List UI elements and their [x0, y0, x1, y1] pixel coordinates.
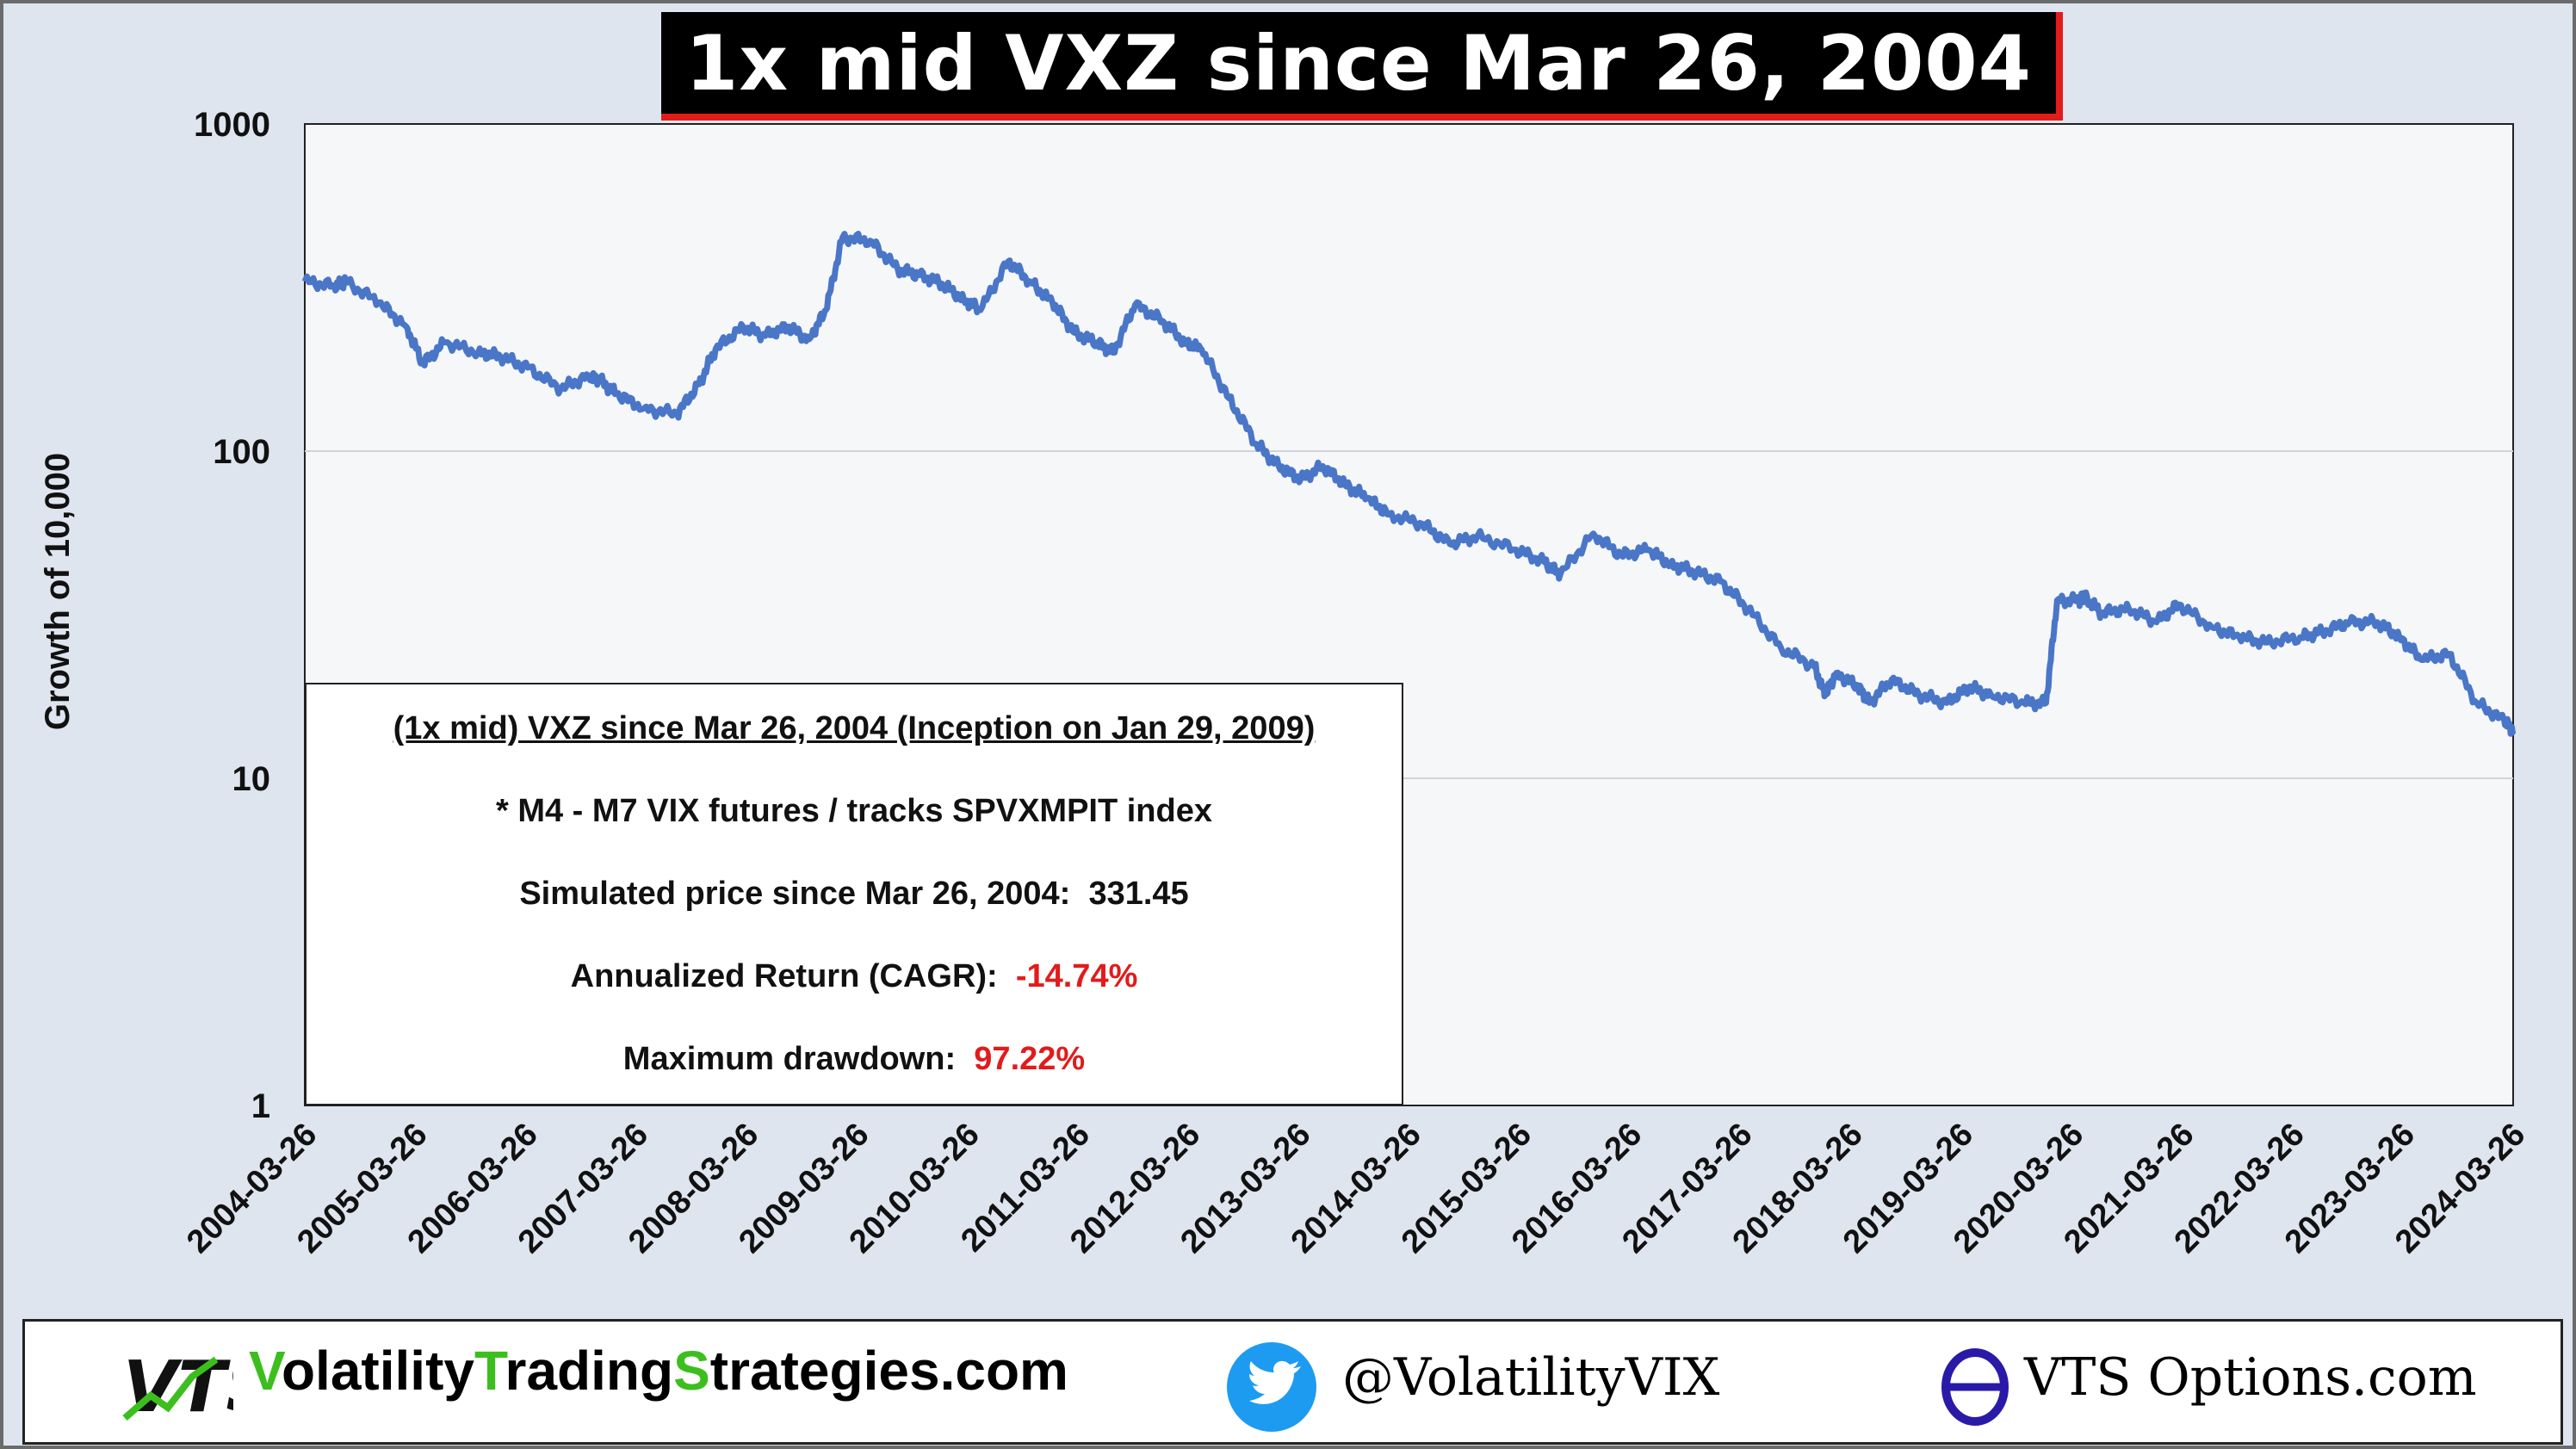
twitter-handle[interactable]: @VolatilityVIX — [1342, 1347, 1720, 1408]
footer-banner: VTS VolatilityTradingStrategies.com @Vol… — [22, 1319, 2563, 1445]
twitter-icon[interactable] — [1225, 1341, 1318, 1434]
options-site-link[interactable]: VTS Options.com — [2024, 1347, 2477, 1408]
y-axis-ticks: 1 10 100 1000 — [194, 106, 270, 1125]
stats-drawdown-label: Maximum drawdown: — [622, 1041, 957, 1077]
y-tick-label: 1 — [251, 1087, 270, 1125]
vts-logo-icon[interactable]: VTS — [121, 1342, 233, 1425]
site-word-olatility: olatility — [281, 1340, 474, 1402]
line-chart: 1 10 100 1000 2004-03-262005-03-262006-03-2… — [39, 106, 2532, 1260]
vts-logo-text: VTS — [123, 1347, 233, 1425]
site-letter-t: T — [474, 1340, 505, 1402]
stats-futures-line: * M4 - M7 VIX futures / tracks SPVXMPIT … — [495, 793, 1212, 829]
chart-title: 1x mid VXZ since Mar 26, 2004 — [685, 18, 2032, 108]
y-tick-label: 100 — [213, 433, 270, 471]
title-banner: 1x mid VXZ since Mar 26, 2004 — [661, 12, 2063, 121]
site-word-trategies: trategies.com — [709, 1340, 1068, 1402]
stats-cagr-label: Annualized Return (CAGR): — [570, 958, 998, 994]
stats-drawdown-value: 97.22% — [974, 1041, 1086, 1077]
site-letter-s: S — [673, 1340, 710, 1402]
stats-price-label: Simulated price since Mar 26, 2004: — [519, 876, 1071, 912]
stats-price-value: 331.45 — [1088, 876, 1189, 912]
stats-cagr-value: -14.74% — [1015, 958, 1138, 994]
y-tick-label: 1000 — [194, 106, 270, 144]
site-letter-v: V — [249, 1340, 282, 1402]
series-line-vxz — [301, 231, 2517, 737]
stats-box: (1x mid) VXZ since Mar 26, 2004 (Incepti… — [305, 683, 1403, 1105]
stats-heading: (1x mid) VXZ since Mar 26, 2004 (Incepti… — [393, 710, 1316, 746]
x-axis-ticks: 2004-03-262005-03-262006-03-262007-03-26… — [180, 1117, 2532, 1260]
stats-price-row: Simulated price since Mar 26, 2004: 331.… — [307, 876, 1402, 913]
y-axis-label: Growth of 10,000 — [39, 453, 77, 730]
website-link[interactable]: VolatilityTradingStrategies.com — [249, 1339, 1068, 1403]
y-tick-label: 10 — [232, 760, 271, 798]
theta-icon[interactable] — [1938, 1347, 2012, 1427]
stats-drawdown-row: Maximum drawdown: 97.22% — [307, 1041, 1402, 1078]
site-word-rading: rading — [505, 1340, 674, 1402]
stats-cagr-row: Annualized Return (CAGR): -14.74% — [307, 958, 1402, 995]
